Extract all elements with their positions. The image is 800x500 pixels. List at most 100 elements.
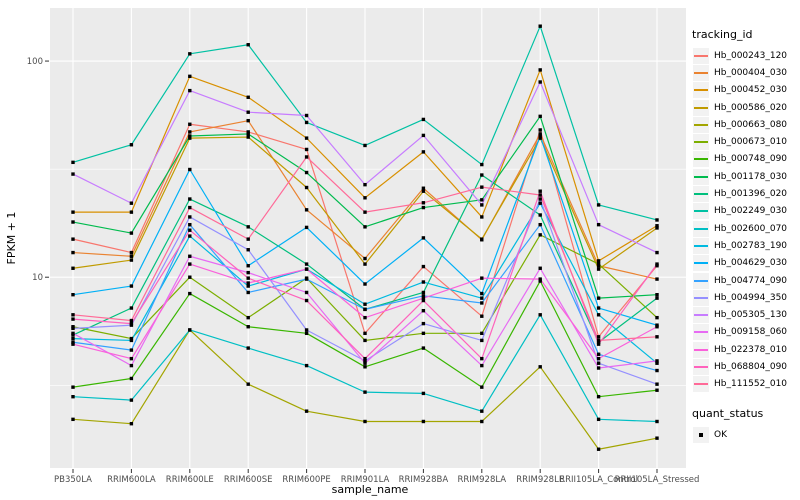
x-tick-label-RRII105LA_Control: RRII105LA_Control bbox=[559, 475, 638, 485]
legend-item-Hb_000586_020: Hb_000586_020 bbox=[690, 99, 800, 116]
series-points-Hb_009158_060 bbox=[71, 254, 659, 370]
x-tick-label-RRIM901LA: RRIM901LA bbox=[341, 475, 390, 485]
legend-item-Hb_001178_030: Hb_001178_030 bbox=[690, 168, 800, 185]
series-points-Hb_002249_030 bbox=[71, 24, 659, 222]
x-tick-label-PB350LA: PB350LA bbox=[54, 475, 92, 485]
x-tick-label-RRIM928LE: RRIM928LE bbox=[516, 475, 564, 485]
legend-item-quant-OK: OK bbox=[690, 426, 800, 443]
legend-key-swatch bbox=[693, 134, 709, 151]
legend-key-swatch bbox=[693, 426, 709, 443]
legend-item-label: Hb_000586_020 bbox=[714, 102, 788, 113]
series-points-Hb_005305_130 bbox=[71, 80, 659, 255]
legend-item-Hb_022378_010: Hb_022378_010 bbox=[690, 341, 800, 358]
legend-key-line bbox=[694, 383, 708, 386]
series-points-Hb_022378_010 bbox=[71, 262, 659, 361]
legend-item-label: Hb_004774_090 bbox=[714, 275, 788, 286]
tracking-id-legend-title: tracking_id bbox=[692, 28, 753, 41]
legend-key-swatch bbox=[693, 82, 709, 99]
legend-item-label: Hb_004994_350 bbox=[714, 292, 788, 303]
x-tick-label-RRIM600PE: RRIM600PE bbox=[282, 475, 330, 485]
legend-key-line bbox=[694, 331, 708, 334]
legend-item-Hb_004994_350: Hb_004994_350 bbox=[690, 289, 800, 306]
data-points bbox=[71, 24, 659, 451]
legend-item-label: Hb_111552_010 bbox=[714, 379, 788, 390]
legend-item-label: Hb_000663_080 bbox=[714, 119, 788, 130]
legend-item-label: Hb_000452_030 bbox=[714, 85, 788, 96]
series-points-Hb_068804_090 bbox=[71, 189, 659, 361]
legend-item-Hb_000452_030: Hb_000452_030 bbox=[690, 82, 800, 99]
legend-key-swatch bbox=[693, 203, 709, 220]
legend-key-swatch bbox=[693, 220, 709, 237]
legend-item-label: Hb_001396_020 bbox=[714, 189, 788, 200]
legend-key-line bbox=[694, 262, 708, 265]
legend-item-Hb_000243_120: Hb_000243_120 bbox=[690, 47, 800, 64]
legend-item-label: Hb_002249_030 bbox=[714, 206, 788, 217]
legend-item-label: Hb_000243_120 bbox=[714, 50, 788, 61]
legend-key-line bbox=[694, 279, 708, 282]
legend-item-Hb_002249_030: Hb_002249_030 bbox=[690, 203, 800, 220]
legend-key-swatch bbox=[693, 47, 709, 64]
legend-key-swatch bbox=[693, 116, 709, 133]
x-tick-label-RRIM928LA: RRIM928LA bbox=[457, 475, 506, 485]
legend-key-swatch bbox=[693, 358, 709, 375]
legend-item-Hb_000748_090: Hb_000748_090 bbox=[690, 151, 800, 168]
x-tick-label-RRIM600LA: RRIM600LA bbox=[107, 475, 156, 485]
legend-item-label: Hb_004629_030 bbox=[714, 258, 788, 269]
legend-key-swatch bbox=[693, 99, 709, 116]
legend-item-label: OK bbox=[714, 429, 727, 440]
legend-key-swatch bbox=[693, 272, 709, 289]
series-points-Hb_000586_020 bbox=[71, 135, 659, 271]
legend-key-swatch bbox=[693, 255, 709, 272]
x-tick-label-RRIM600LE: RRIM600LE bbox=[166, 475, 214, 485]
x-tick-label-RRIM600SE: RRIM600SE bbox=[224, 475, 273, 485]
legend-key-line bbox=[694, 210, 708, 213]
legend-key-line bbox=[694, 193, 708, 196]
legend-key-line bbox=[694, 54, 708, 57]
legend-item-Hb_004774_090: Hb_004774_090 bbox=[690, 272, 800, 289]
legend-key-line bbox=[694, 296, 708, 299]
legend-key-line bbox=[694, 227, 708, 230]
legend-item-Hb_002783_190: Hb_002783_190 bbox=[690, 237, 800, 254]
legend-key-line bbox=[694, 141, 708, 144]
series-points-Hb_001178_030 bbox=[71, 114, 659, 300]
legend-item-label: Hb_000673_010 bbox=[714, 137, 788, 148]
axes: PB350LA RRIM600LA RRIM600LE RRIM600SE RRIM60… bbox=[27, 57, 700, 485]
series-points-Hb_004774_090 bbox=[71, 222, 659, 373]
y-axis-title: FPKM + 1 bbox=[5, 212, 18, 265]
legend-key-swatch bbox=[693, 341, 709, 358]
y-tick-label-10: 10 bbox=[32, 273, 43, 283]
x-axis-title: sample_name bbox=[332, 483, 409, 496]
legend-item-label: Hb_068804_090 bbox=[714, 361, 788, 372]
legend-item-Hb_002600_070: Hb_002600_070 bbox=[690, 220, 800, 237]
legend-item-Hb_111552_010: Hb_111552_010 bbox=[690, 376, 800, 393]
legend: tracking_id Hb_000243_120 Hb_000404_030 Hb… bbox=[690, 28, 800, 443]
legend-key-line bbox=[694, 244, 708, 247]
legend-key-line bbox=[694, 89, 708, 92]
legend-item-Hb_005305_130: Hb_005305_130 bbox=[690, 306, 800, 324]
legend-key-swatch bbox=[693, 64, 709, 81]
legend-key-line bbox=[694, 175, 708, 178]
legend-key-swatch bbox=[693, 237, 709, 254]
x-tick-label-RRII105LA_Stressed: RRII105LA_Stressed bbox=[615, 475, 700, 485]
legend-item-Hb_000673_010: Hb_000673_010 bbox=[690, 133, 800, 151]
legend-item-label: Hb_002783_190 bbox=[714, 240, 788, 251]
legend-item-Hb_001396_020: Hb_001396_020 bbox=[690, 185, 800, 203]
series-points-Hb_111552_010 bbox=[71, 155, 659, 343]
x-tick-label-RRIM928BA: RRIM928BA bbox=[399, 475, 449, 485]
plot-panel bbox=[50, 8, 686, 468]
legend-key-line bbox=[694, 365, 708, 368]
legend-item-label: Hb_022378_010 bbox=[714, 344, 788, 355]
quant-status-legend: quant_status OK bbox=[690, 407, 800, 443]
legend-key-line bbox=[694, 123, 708, 126]
legend-key-point bbox=[699, 432, 703, 437]
legend-key-line bbox=[694, 314, 708, 317]
legend-key-line bbox=[694, 106, 708, 109]
legend-item-label: Hb_009158_060 bbox=[714, 327, 788, 338]
legend-item-label: Hb_000404_030 bbox=[714, 67, 788, 78]
legend-key-swatch bbox=[693, 324, 709, 341]
legend-item-label: Hb_001178_030 bbox=[714, 171, 788, 182]
legend-key-swatch bbox=[693, 289, 709, 306]
legend-item-label: Hb_000748_090 bbox=[714, 154, 788, 165]
